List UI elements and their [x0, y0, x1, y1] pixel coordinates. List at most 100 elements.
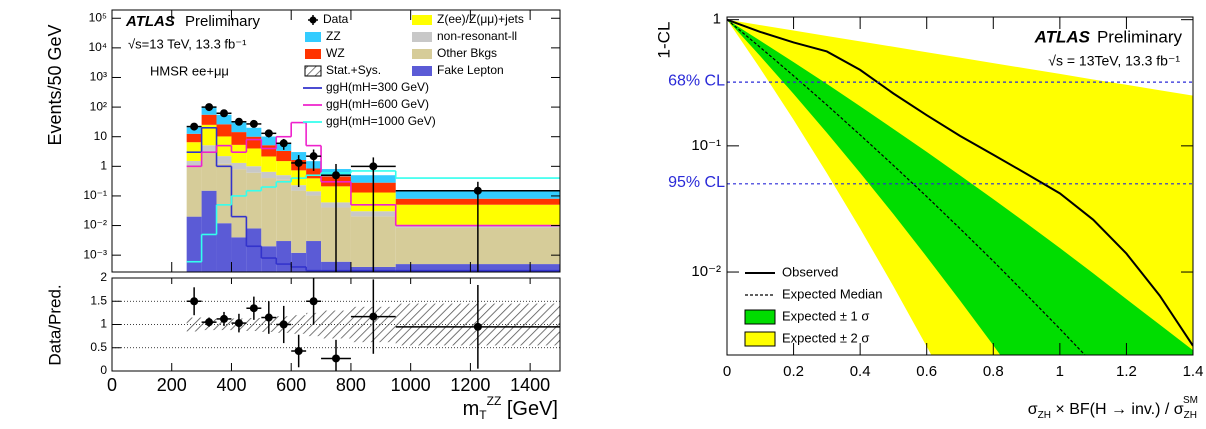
data-point [294, 158, 303, 167]
x-label-sup: ZZ [487, 394, 502, 408]
ratio-plot-area [112, 278, 560, 371]
energy-label: √s = 13TeV, 13.3 fb⁻¹ [1048, 53, 1180, 69]
stack-bar [201, 145, 217, 152]
ratio-y-tick-label: 0 [100, 363, 107, 377]
stack-bar [276, 175, 292, 180]
stack-bar [261, 178, 277, 247]
x-label-middle: × BF(H → inv.) / σ [1051, 401, 1184, 418]
main-frame [111, 9, 561, 273]
cl-label: 68% CL [668, 72, 725, 89]
stack-bar [231, 162, 247, 170]
limit-x-axis-label: σZH × BF(H → inv.) / σZHSM [1028, 395, 1198, 421]
data-point [369, 162, 378, 171]
x-tick-label: 600 [276, 375, 306, 395]
x-tick-label: 0.2 [783, 363, 804, 380]
stack-bar [216, 114, 232, 125]
stack-bar [216, 223, 232, 272]
x-label-sup2: SM [1183, 395, 1198, 406]
y-tick-label: 1 [100, 158, 107, 172]
stack-bar [306, 241, 322, 272]
x-label-unit: [GeV] [501, 398, 558, 420]
stack-bar [291, 185, 307, 191]
legend-label: Data [323, 12, 349, 26]
legend-label: ggH(mH=1000 GeV) [326, 114, 436, 128]
ratio-point [294, 347, 303, 356]
stack-bar [201, 114, 217, 125]
data-point [234, 117, 243, 126]
stack-bar [216, 124, 232, 137]
stack-bar [186, 216, 202, 272]
legend-swatch [305, 32, 321, 42]
data-point [332, 171, 340, 180]
y-tick-label: 10³ [90, 70, 107, 84]
legend-swatch [412, 32, 432, 42]
x-tick-label: 1.2 [1116, 363, 1137, 380]
stack-bar [261, 246, 277, 272]
experiment-label: ATLAS [125, 13, 175, 30]
stack-bar [201, 151, 217, 191]
x-label-sub: T [479, 408, 487, 422]
ratio-point [369, 312, 378, 321]
x-tick-label: 800 [336, 375, 366, 395]
x-label-sub2: ZH [1184, 410, 1197, 421]
uncertainty-band [186, 317, 202, 332]
ratio-y-axis-label: Data/Pred. [45, 284, 64, 365]
data-point [473, 186, 482, 195]
y-tick-label: 10⁵ [89, 10, 107, 24]
legend-swatch [412, 66, 432, 76]
x-tick-label: 200 [157, 375, 187, 395]
y-tick-label: 10² [90, 99, 107, 113]
data-point [309, 152, 318, 161]
y-tick-label: 10⁻¹ [83, 188, 107, 202]
legend-label: Expected Median [782, 286, 882, 301]
ratio-point [332, 354, 340, 363]
stack-bar [306, 178, 322, 192]
data-point [205, 103, 214, 112]
legend-label: non-resonant-ll [437, 29, 517, 43]
stack-bar [201, 190, 217, 272]
ratio-y-tick-label: 1 [100, 317, 107, 331]
x-tick-label: 0.4 [850, 363, 871, 380]
y-tick-label: 10⁻² [83, 218, 107, 232]
y-tick-label: 1 [713, 11, 721, 28]
stack-bar [291, 252, 307, 272]
stack-bar [231, 144, 247, 163]
ratio-point [279, 320, 288, 329]
legend-label: Stat.+Sys. [326, 63, 381, 77]
ratio-frame [111, 277, 561, 372]
ratio-point [264, 313, 273, 322]
region-label: HMSR ee+μμ [150, 63, 229, 78]
stack-bar [246, 148, 262, 167]
energy-label: √s=13 TeV, 13.3 fb⁻¹ [128, 36, 247, 51]
stack-bar [291, 190, 307, 253]
x-tick-label: 0.6 [916, 363, 937, 380]
ratio-point [234, 319, 243, 328]
legend-label: Other Bkgs [437, 46, 497, 60]
legend-swatch [744, 331, 776, 347]
stack-bar [231, 122, 247, 133]
ratio-point [249, 304, 258, 313]
legend-label: ggH(mH=600 GeV) [326, 97, 429, 111]
stack-bar [276, 150, 292, 162]
y-tick-label: 10⁴ [88, 40, 107, 54]
data-point [220, 109, 228, 118]
uncertainty-band [321, 310, 351, 339]
x-tick-label: 1.4 [1183, 363, 1204, 380]
ratio-point [205, 318, 214, 327]
data-point [190, 122, 199, 131]
legend-label: Expected ± 1 σ [782, 308, 869, 323]
stack-bar [231, 237, 247, 272]
uncertainty-band [246, 317, 262, 332]
ratio-y-tick-label: 0.5 [90, 340, 107, 354]
stack-bar [186, 160, 202, 167]
stack-bar [186, 133, 202, 143]
limit-plot-area [727, 18, 1193, 355]
stack-bar [306, 191, 322, 196]
stack-bar [216, 156, 232, 164]
stack-bar [306, 195, 322, 242]
legend-label: Observed [782, 264, 838, 279]
x-label-sigma: σ [1028, 401, 1038, 418]
legend-label: Fake Lepton [437, 63, 504, 77]
